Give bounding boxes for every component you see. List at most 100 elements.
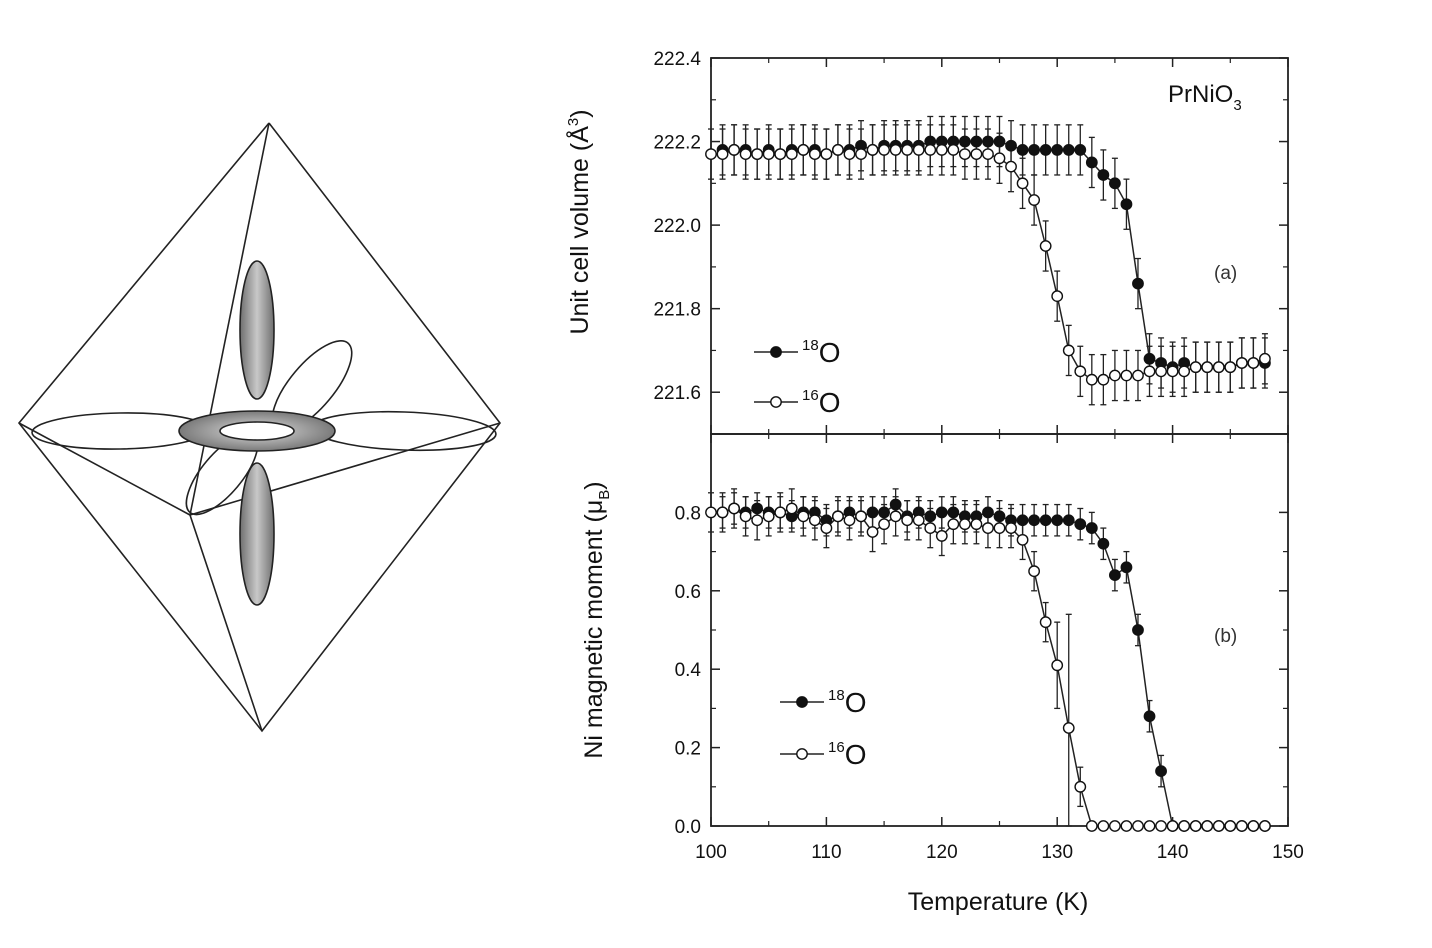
data-point-16O bbox=[1132, 820, 1144, 832]
data-point-16O bbox=[982, 522, 994, 534]
data-point-16O bbox=[808, 148, 821, 160]
data-point-16O bbox=[1189, 361, 1202, 374]
panel-a-ylabel: Unit cell volume (Å3) bbox=[564, 109, 594, 334]
data-point-18O bbox=[935, 506, 948, 519]
data-point-16O bbox=[993, 152, 1006, 165]
data-point-16O bbox=[958, 148, 971, 160]
data-point-18O bbox=[1028, 514, 1041, 527]
data-point-18O bbox=[1143, 352, 1156, 365]
data-point-16O bbox=[855, 148, 867, 160]
data-point-16O bbox=[855, 510, 867, 523]
data-point-18O bbox=[1074, 518, 1087, 531]
panel-b-label: (b) bbox=[1214, 626, 1237, 647]
panel-b-error-bars bbox=[708, 488, 1165, 827]
data-point-16O bbox=[1028, 194, 1041, 206]
data-point-16O bbox=[716, 148, 729, 160]
y-tick-label: 0.8 bbox=[675, 503, 701, 524]
panel-a-frame bbox=[710, 57, 1289, 435]
panel-a-points bbox=[705, 135, 1271, 386]
data-point-16O bbox=[1178, 820, 1191, 832]
data-point-16O bbox=[901, 144, 914, 156]
panel-b-x-ticks: 100 110 120 130 140 150 bbox=[695, 434, 1304, 863]
data-point-16O bbox=[705, 148, 717, 160]
data-point-18O bbox=[1051, 144, 1064, 156]
data-point-18O bbox=[1097, 537, 1110, 550]
data-point-16O bbox=[1143, 365, 1156, 378]
panel-b-points bbox=[705, 498, 1271, 832]
data-point-16O bbox=[1028, 565, 1041, 578]
x-tick-label: 100 bbox=[695, 842, 727, 863]
data-point-16O bbox=[1016, 177, 1029, 190]
x-tick-label: 130 bbox=[1041, 842, 1073, 863]
data-point-18O bbox=[1120, 198, 1133, 211]
y-tick-label: 0.2 bbox=[675, 739, 701, 760]
data-point-16O bbox=[751, 514, 764, 527]
data-point-16O bbox=[889, 144, 902, 156]
data-point-16O bbox=[1005, 160, 1017, 173]
series-line-16O bbox=[711, 507, 1265, 827]
data-point-16O bbox=[785, 502, 798, 515]
data-point-16O bbox=[774, 506, 787, 519]
legend-label: 16O bbox=[828, 739, 866, 770]
y-tick-label: 221.8 bbox=[653, 300, 701, 321]
data-point-16O bbox=[1224, 361, 1237, 374]
data-point-16O bbox=[1178, 365, 1191, 378]
x-tick-label: 110 bbox=[811, 842, 841, 863]
data-point-16O bbox=[843, 514, 856, 527]
data-point-18O bbox=[1016, 514, 1029, 527]
data-point-16O bbox=[1155, 820, 1167, 832]
inplane-lobe-right bbox=[311, 410, 497, 452]
data-point-16O bbox=[1074, 365, 1087, 378]
data-point-16O bbox=[797, 510, 810, 523]
octahedron-orbital-diagram bbox=[17, 122, 502, 733]
data-point-16O bbox=[1051, 659, 1064, 672]
data-point-16O bbox=[924, 522, 937, 534]
y-tick-label: 221.6 bbox=[653, 383, 701, 404]
data-point-16O bbox=[1166, 365, 1179, 378]
data-point-16O bbox=[1109, 820, 1121, 832]
data-point-16O bbox=[889, 510, 902, 523]
data-point-16O bbox=[970, 148, 983, 160]
data-point-18O bbox=[1085, 156, 1098, 169]
data-point-18O bbox=[947, 506, 960, 519]
data-point-18O bbox=[1097, 169, 1110, 181]
data-point-16O bbox=[878, 144, 890, 156]
panel-a-label: (a) bbox=[1214, 263, 1237, 284]
legend-marker bbox=[796, 696, 808, 708]
legend-marker bbox=[770, 346, 782, 358]
panel-b-legend: 18O 16O bbox=[780, 687, 866, 770]
data-point-16O bbox=[1097, 820, 1110, 832]
data-point-16O bbox=[1212, 820, 1225, 832]
data-point-16O bbox=[982, 148, 994, 160]
data-point-16O bbox=[1062, 722, 1075, 734]
legend-label: 18O bbox=[828, 687, 866, 718]
data-point-16O bbox=[820, 148, 833, 160]
data-point-16O bbox=[1085, 820, 1098, 832]
data-point-16O bbox=[774, 148, 787, 160]
data-point-16O bbox=[739, 148, 752, 160]
octahedron-edge bbox=[189, 122, 270, 516]
data-point-16O bbox=[1132, 369, 1144, 382]
data-point-16O bbox=[970, 518, 983, 531]
data-point-18O bbox=[982, 135, 994, 148]
data-point-16O bbox=[762, 148, 775, 160]
data-point-16O bbox=[843, 148, 856, 160]
data-point-16O bbox=[1109, 369, 1121, 382]
data-point-16O bbox=[1224, 820, 1237, 832]
data-point-16O bbox=[1259, 820, 1271, 832]
data-point-18O bbox=[1109, 177, 1121, 190]
data-point-16O bbox=[751, 148, 764, 160]
panel-b: 0.0 0.2 0.4 0.6 0.8 100 110 120 130 140 150 (b) 1… bbox=[580, 433, 1304, 916]
data-point-16O bbox=[762, 510, 775, 523]
panel-b-frame bbox=[710, 433, 1289, 827]
data-point-16O bbox=[947, 144, 960, 156]
data-point-16O bbox=[1005, 522, 1017, 534]
data-point-18O bbox=[982, 506, 994, 519]
data-point-16O bbox=[728, 502, 740, 515]
data-point-16O bbox=[1201, 820, 1214, 832]
legend-label: 16O bbox=[802, 387, 840, 418]
data-point-16O bbox=[1155, 365, 1167, 378]
x-tick-label: 140 bbox=[1157, 842, 1189, 863]
data-point-16O bbox=[1039, 616, 1052, 629]
data-point-18O bbox=[1143, 710, 1156, 723]
